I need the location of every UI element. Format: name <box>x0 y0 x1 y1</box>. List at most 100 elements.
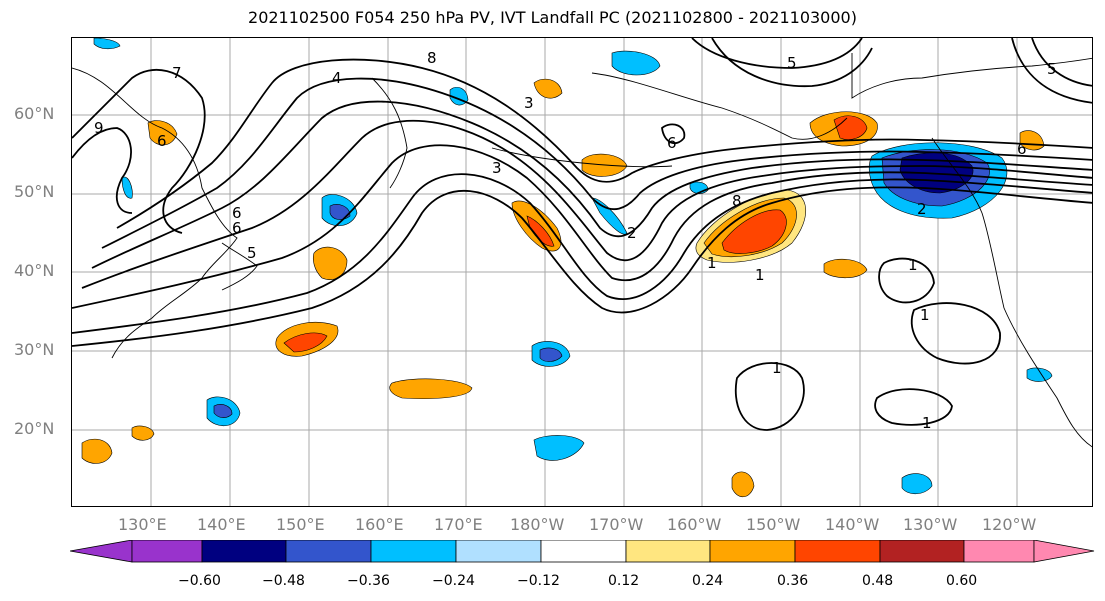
contour-label: 8 <box>732 192 742 210</box>
pv-contour-15 <box>910 302 1001 365</box>
pv-contour-7 <box>116 58 1092 229</box>
pv-contours <box>72 38 1092 431</box>
colorbar-bin <box>201 540 287 563</box>
colorbar-bin <box>709 540 796 563</box>
neg-anomaly-122w-low <box>1026 367 1053 382</box>
pv-contour-6 <box>101 77 1092 249</box>
neg-anomaly-155e-core <box>329 204 351 220</box>
pv-contour-16 <box>734 362 805 431</box>
colorbar-bin <box>131 540 203 563</box>
contour-label: 1 <box>922 414 932 432</box>
contour-label: 6 <box>232 219 242 237</box>
lon-label-170w: 170°W <box>589 515 644 534</box>
neg-anomaly-130w-low <box>901 473 933 495</box>
neg-anomaly-178e-core <box>539 347 563 362</box>
neg-anomaly-165w-arm <box>591 197 628 235</box>
colorbar-bin <box>540 540 627 563</box>
colorbar-bin <box>455 540 542 563</box>
pv-contour-14 <box>878 257 935 304</box>
pv-contour-4 <box>81 119 1092 289</box>
lon-label-130e: 130°E <box>118 515 167 534</box>
contour-label: 6 <box>232 204 242 222</box>
neg-anomaly-165w-north <box>611 50 661 76</box>
contour-label: 6 <box>157 132 167 150</box>
colorbar-extend-max <box>1033 540 1095 563</box>
colorbar-tick-label: −0.24 <box>432 573 475 589</box>
lat-label-60n: 60°N <box>14 104 55 123</box>
contour-label-group: 7 6 5 4 3 2 1 8 6 5 6 8 9 6 5 1 1 1 1 1 … <box>94 49 1057 432</box>
pv-contour-3 <box>72 144 1092 309</box>
lon-label-170e: 170°E <box>434 515 483 534</box>
contour-label: 1 <box>772 359 782 377</box>
pos-anomaly-125e-small <box>131 425 155 441</box>
colorbar-tick-label: −0.48 <box>262 573 305 589</box>
pos-anomaly-125e <box>81 438 113 464</box>
contour-label: 1 <box>755 266 765 284</box>
pv-contour-9 <box>72 127 133 214</box>
colorbar-tick-label: −0.60 <box>178 573 221 589</box>
lon-label-130w: 130°W <box>903 515 958 534</box>
contour-label: 7 <box>172 64 182 82</box>
contour-label: 5 <box>1047 60 1057 78</box>
lon-label-180w: 180°W <box>510 515 565 534</box>
colorbar-tick-label: 0.12 <box>608 573 640 589</box>
coast-kamchatka <box>371 77 408 189</box>
colorbar-tick-label: −0.12 <box>517 573 560 589</box>
coast-alaska <box>591 72 848 140</box>
map-title: 2021102500 F054 250 hPa PV, IVT Landfall… <box>248 8 857 27</box>
neg-anomaly-130e-top <box>93 38 121 50</box>
pv-contour-18 <box>661 123 686 145</box>
lat-label-40n: 40°N <box>14 261 55 280</box>
lon-label-120w: 120°W <box>982 515 1037 534</box>
lat-label-50n: 50°N <box>14 182 55 201</box>
contour-label: 1 <box>920 306 930 324</box>
lon-label-160w: 160°W <box>667 515 722 534</box>
coast-japan <box>221 242 258 291</box>
contour-label: 5 <box>247 244 257 262</box>
contour-label: 1 <box>908 256 918 274</box>
colorbar-tick-label: −0.36 <box>347 573 390 589</box>
contour-label: 3 <box>524 94 534 112</box>
graticule <box>72 38 1092 506</box>
colorbar-tick-label: 0.36 <box>777 573 809 589</box>
pos-anomaly-central-core <box>721 209 787 254</box>
contour-label: 4 <box>332 69 342 87</box>
pv-contour-10 <box>691 38 863 69</box>
colorbar-tick-label: 0.24 <box>692 573 724 589</box>
contour-label: 6 <box>667 134 677 152</box>
colorbar <box>70 540 1095 563</box>
contour-label: 3 <box>492 159 502 177</box>
pv-contour-8 <box>72 69 206 234</box>
colorbar-bin <box>625 540 711 563</box>
neg-anomaly-180-low <box>533 435 585 461</box>
pv-contour-1 <box>72 186 1092 347</box>
map-panel: 7 6 5 4 3 2 1 8 6 5 6 8 9 6 5 1 1 1 1 1 … <box>71 37 1093 507</box>
colorbar-bin <box>370 540 457 563</box>
colorbar-tick-label: 0.60 <box>946 573 978 589</box>
pos-anomaly-150e-core <box>283 332 328 353</box>
colorbar-bin <box>879 540 965 563</box>
lat-label-20n: 20°N <box>14 419 55 438</box>
map-canvas: 7 6 5 4 3 2 1 8 6 5 6 8 9 6 5 1 1 1 1 1 … <box>72 38 1092 506</box>
contour-label: 6 <box>1017 140 1027 158</box>
pv-contour-11 <box>711 38 873 88</box>
colorbar-bin <box>794 540 881 563</box>
lon-label-150e: 150°E <box>276 515 325 534</box>
pv-contour-5 <box>91 100 1092 269</box>
coastlines <box>72 53 1092 448</box>
pos-anomaly-gulf-alaska-core <box>833 115 868 140</box>
colorbar-tick-label: 0.48 <box>862 573 894 589</box>
pv-contour-12 <box>1011 38 1092 104</box>
pos-anomaly-145w-lower <box>731 471 755 498</box>
lon-label-140e: 140°E <box>197 515 246 534</box>
pv-contour-13 <box>1031 38 1092 87</box>
colorbar-extend-min <box>70 540 133 563</box>
pos-anomaly-175w-north <box>533 78 563 99</box>
lon-label-140w: 140°W <box>825 515 880 534</box>
pos-anomaly-130e <box>147 120 178 146</box>
shaded-field <box>81 38 1053 498</box>
colorbar-bin <box>963 540 1035 563</box>
lat-label-30n: 30°N <box>14 340 55 359</box>
colorbar-bin <box>285 540 372 563</box>
neg-anomaly-130e-small <box>121 176 133 199</box>
